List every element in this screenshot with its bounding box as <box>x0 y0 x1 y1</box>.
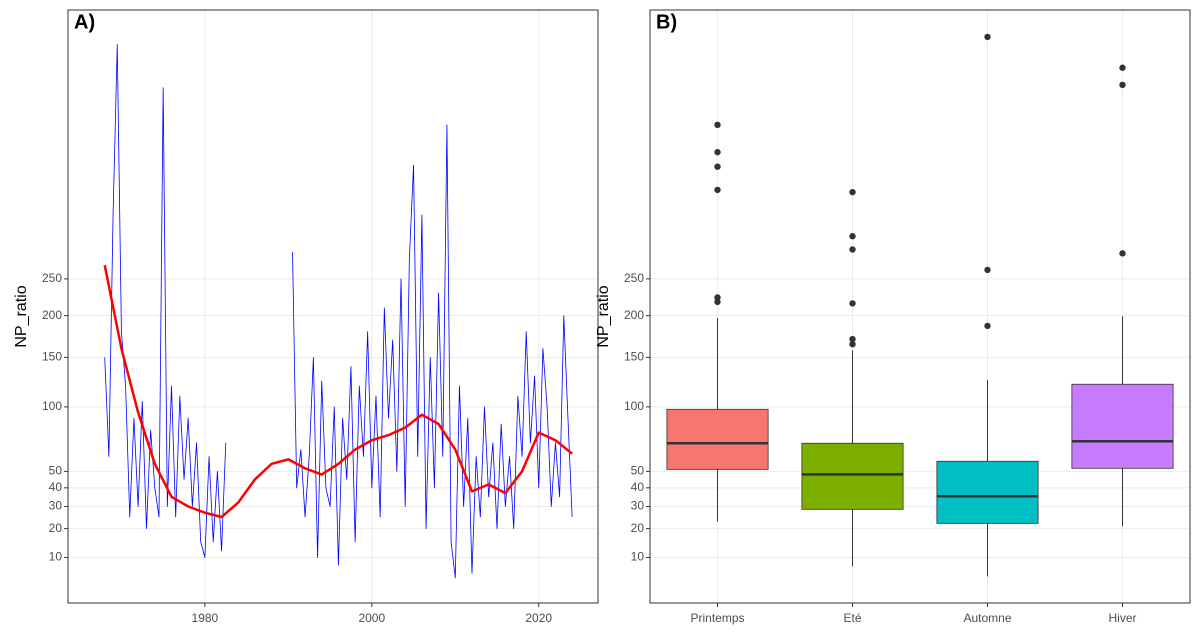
y-tick-label: 50 <box>631 464 645 478</box>
y-tick-label: 250 <box>624 271 644 285</box>
y-tick-label: 40 <box>49 480 63 494</box>
outlier <box>714 148 721 156</box>
y-axis-title: NP_ratio <box>595 285 612 347</box>
y-tick-label: 200 <box>624 308 644 322</box>
panel-border <box>649 9 1191 604</box>
panel-label: B) <box>656 11 677 33</box>
box <box>666 408 769 470</box>
y-tick-label: 50 <box>49 464 63 478</box>
y-axis-title: NP_ratio <box>13 285 30 347</box>
panel-label: A) <box>74 11 95 33</box>
box <box>1071 383 1174 469</box>
data-line <box>104 43 573 579</box>
outlier <box>714 298 721 306</box>
x-tick-label: 1980 <box>192 611 219 625</box>
outlier <box>849 300 856 307</box>
data-line <box>103 264 573 519</box>
x-tick-label: 2000 <box>358 611 385 625</box>
outlier <box>714 294 721 301</box>
outlier <box>1119 81 1126 89</box>
y-tick-label: 40 <box>631 480 645 494</box>
y-tick-label: 150 <box>42 350 62 364</box>
y-tick-label: 100 <box>42 399 62 413</box>
y-tick-label: 30 <box>49 499 63 513</box>
x-tick-label: Printemps <box>690 611 744 625</box>
outlier <box>849 246 856 253</box>
box <box>936 460 1039 524</box>
outlier <box>984 33 991 41</box>
y-tick-label: 10 <box>631 550 645 564</box>
outlier <box>849 340 856 348</box>
y-tick-label: 20 <box>631 521 645 535</box>
y-tick-label: 30 <box>631 499 645 513</box>
y-tick-label: 250 <box>42 271 62 285</box>
outlier <box>714 121 721 129</box>
x-tick-label: Hiver <box>1108 611 1136 625</box>
outlier <box>849 233 856 240</box>
outlier <box>1119 250 1126 257</box>
box <box>801 442 904 510</box>
panel-border <box>67 9 599 604</box>
y-tick-label: 200 <box>42 308 62 322</box>
y-tick-label: 20 <box>49 521 63 535</box>
outlier <box>984 322 991 330</box>
outlier <box>849 188 856 196</box>
y-tick-label: 10 <box>49 550 63 564</box>
outlier <box>1119 64 1126 71</box>
outlier <box>714 163 721 170</box>
x-tick-label: 2020 <box>525 611 552 625</box>
outlier <box>849 335 856 343</box>
outlier <box>714 186 721 194</box>
outlier <box>984 266 991 274</box>
x-tick-label: Automne <box>963 611 1011 625</box>
x-tick-label: Eté <box>843 611 861 625</box>
y-tick-label: 150 <box>624 350 644 364</box>
y-tick-label: 100 <box>624 399 644 413</box>
